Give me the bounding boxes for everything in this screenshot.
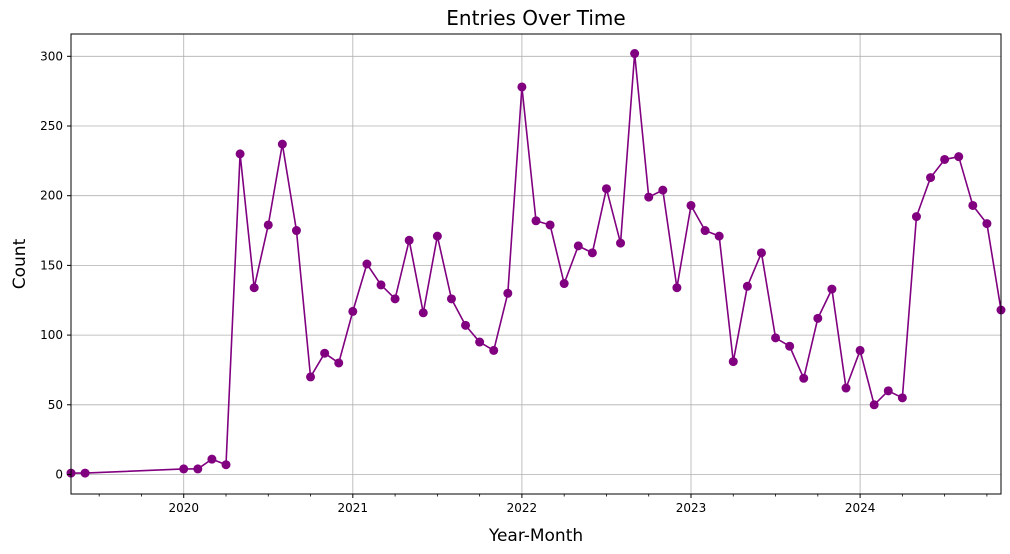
data-point bbox=[221, 460, 231, 470]
data-point bbox=[362, 259, 372, 269]
chart-title: Entries Over Time bbox=[446, 6, 625, 30]
data-point bbox=[80, 468, 90, 478]
data-point bbox=[390, 294, 400, 304]
series-layer bbox=[66, 49, 1006, 478]
x-tick-label: 2023 bbox=[676, 501, 707, 515]
y-tick-label: 50 bbox=[48, 398, 63, 412]
data-point bbox=[841, 383, 851, 393]
data-point bbox=[968, 200, 978, 210]
data-point bbox=[686, 200, 696, 210]
data-point bbox=[334, 358, 344, 368]
data-point bbox=[235, 149, 245, 159]
data-point bbox=[179, 464, 189, 474]
x-tick-label: 2021 bbox=[338, 501, 369, 515]
data-point bbox=[672, 283, 682, 293]
data-point bbox=[489, 345, 499, 355]
series-line bbox=[71, 52, 1002, 474]
data-point bbox=[587, 248, 597, 258]
data-point bbox=[503, 288, 513, 298]
data-point bbox=[559, 279, 569, 289]
data-point bbox=[799, 373, 809, 383]
data-point bbox=[601, 184, 611, 194]
data-point bbox=[306, 372, 316, 382]
y-tick-label: 100 bbox=[40, 328, 63, 342]
data-point bbox=[644, 192, 654, 202]
data-point bbox=[277, 139, 287, 149]
data-point bbox=[982, 219, 992, 229]
y-tick-label: 0 bbox=[55, 467, 63, 481]
data-point bbox=[320, 348, 330, 358]
data-point bbox=[545, 220, 555, 230]
data-point bbox=[475, 337, 485, 347]
data-point bbox=[630, 49, 640, 59]
data-point bbox=[418, 308, 428, 318]
data-point bbox=[869, 400, 879, 410]
data-point bbox=[728, 357, 738, 367]
data-point bbox=[897, 393, 907, 403]
y-axis: 0 50 100 150 200 250 300 bbox=[40, 49, 71, 481]
x-tick-label: 2020 bbox=[168, 501, 199, 515]
y-tick-label: 200 bbox=[40, 189, 63, 203]
data-point bbox=[911, 212, 921, 222]
data-point bbox=[193, 464, 203, 474]
x-tick-label: 2024 bbox=[845, 501, 876, 515]
data-point bbox=[714, 231, 724, 241]
data-point bbox=[742, 281, 752, 291]
data-point bbox=[813, 313, 823, 323]
y-axis-title: Count bbox=[10, 238, 30, 289]
data-point bbox=[756, 248, 766, 258]
data-point bbox=[348, 306, 358, 316]
data-point bbox=[461, 320, 471, 330]
data-point bbox=[771, 333, 781, 343]
data-point bbox=[376, 280, 386, 290]
data-point bbox=[827, 284, 837, 294]
data-point bbox=[616, 238, 626, 248]
data-point bbox=[263, 220, 273, 230]
data-point bbox=[658, 185, 668, 195]
data-point bbox=[883, 386, 893, 396]
data-point bbox=[404, 235, 414, 245]
data-point bbox=[940, 154, 950, 164]
data-point bbox=[785, 341, 795, 351]
grid-lines bbox=[71, 34, 1001, 494]
data-point bbox=[291, 226, 301, 236]
data-point bbox=[446, 294, 456, 304]
data-point bbox=[249, 283, 259, 293]
data-point bbox=[855, 345, 865, 355]
x-tick-label: 2022 bbox=[507, 501, 538, 515]
data-point bbox=[700, 226, 710, 236]
y-tick-label: 250 bbox=[40, 119, 63, 133]
data-point bbox=[954, 152, 964, 162]
data-point bbox=[926, 173, 936, 183]
plot-frame bbox=[70, 33, 1002, 495]
data-point bbox=[531, 216, 541, 226]
y-tick-label: 300 bbox=[40, 49, 63, 63]
x-axis-title: Year-Month bbox=[488, 526, 583, 546]
y-tick-label: 150 bbox=[40, 258, 63, 272]
data-point bbox=[432, 231, 442, 241]
data-point bbox=[517, 82, 527, 92]
data-point bbox=[207, 454, 217, 464]
data-point bbox=[573, 241, 583, 251]
x-axis: 2020 2021 2022 2023 2024 bbox=[98, 494, 988, 515]
